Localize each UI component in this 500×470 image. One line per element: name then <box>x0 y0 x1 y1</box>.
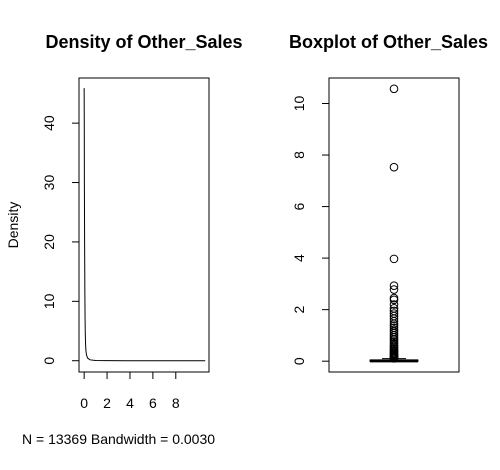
boxplot-outlier-point <box>389 84 399 94</box>
density-y-axis-label: Density <box>5 202 21 249</box>
boxplot-title: Boxplot of Other_Sales <box>289 32 488 52</box>
boxplot-outlier-point <box>389 316 399 326</box>
boxplot-outlier-point <box>389 300 399 309</box>
density-y-ticks: 0 10 20 30 40 <box>41 115 79 365</box>
density-y-tick-label: 10 <box>41 293 57 309</box>
density-y-tick-label: 20 <box>41 234 57 250</box>
boxplot-outliers <box>389 84 399 363</box>
density-x-tick-label: 8 <box>172 395 180 411</box>
boxplot-outlier-point <box>389 162 399 172</box>
density-title: Density of Other_Sales <box>45 32 242 52</box>
boxplot-outlier-point <box>389 354 399 363</box>
density-plot-frame <box>78 77 210 373</box>
boxplot-y-tick-label: 10 <box>291 96 307 112</box>
density-curve <box>83 88 206 362</box>
density-x-tick-label: 0 <box>80 395 88 411</box>
boxplot-y-tick-label: 2 <box>291 306 307 314</box>
density-y-tick-label: 30 <box>41 175 57 191</box>
density-x-tick-label: 4 <box>126 395 134 411</box>
boxplot-outlier-point <box>389 254 399 264</box>
density-x-tick-label: 6 <box>149 395 157 411</box>
density-x-tick-label: 2 <box>103 395 111 411</box>
boxplot-y-tick-label: 6 <box>291 202 307 210</box>
density-x-axis-label: N = 13369 Bandwidth = 0.0030 <box>22 431 215 447</box>
boxplot-y-tick-label: 4 <box>291 254 307 262</box>
boxplot-y-tick-label: 0 <box>291 357 307 365</box>
boxplot-outlier-point <box>389 314 399 323</box>
boxplot-panel: Boxplot of Other_Sales 0 2 4 6 8 10 <box>289 32 488 373</box>
boxplot-y-tick-label: 8 <box>291 151 307 159</box>
boxplot-outlier-point <box>389 285 399 294</box>
boxplot-y-ticks: 0 2 4 6 8 10 <box>291 96 329 365</box>
density-y-tick-label: 0 <box>41 357 57 365</box>
boxplot-outlier-point <box>389 281 399 290</box>
density-y-tick-label: 40 <box>41 115 57 131</box>
boxplot-outlier-point <box>389 295 399 305</box>
